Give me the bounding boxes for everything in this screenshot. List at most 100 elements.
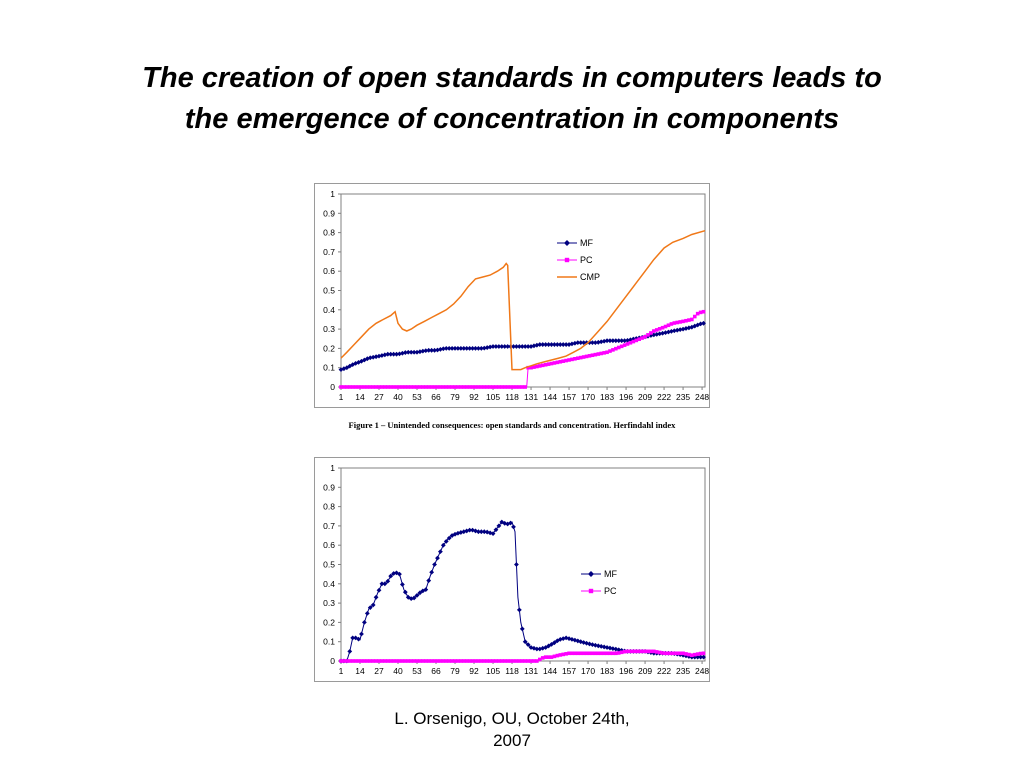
data-point-mf [435, 555, 440, 561]
slide-title-line-2: the emergence of concentration in compon… [184, 103, 840, 135]
data-point-pc [532, 365, 536, 369]
data-point-pc [619, 344, 624, 349]
data-point-mf [461, 346, 467, 351]
legend-marker-pc [564, 257, 570, 263]
data-point-pc [453, 385, 457, 389]
data-point-mf [432, 562, 437, 567]
y-tick-label: 0 [330, 656, 335, 666]
data-point-pc [400, 385, 405, 389]
data-point-mf [572, 637, 578, 643]
data-point-pc [497, 385, 501, 389]
data-point-pc [388, 659, 393, 663]
data-point-pc [520, 385, 525, 389]
data-point-pc [432, 385, 437, 389]
series-mf [338, 320, 706, 373]
data-point-mf [604, 338, 610, 344]
data-point-pc [698, 310, 703, 315]
data-point-pc [546, 362, 551, 366]
series-line-cmp [340, 229, 706, 371]
x-tick-label: 118 [505, 666, 519, 676]
data-point-pc [643, 335, 647, 339]
data-point-mf [590, 340, 595, 346]
data-point-mf [557, 342, 563, 347]
data-point-pc [666, 651, 671, 656]
data-point-pc [380, 385, 384, 389]
data-point-pc [347, 385, 352, 389]
data-point-pc [418, 659, 422, 663]
data-point-pc [350, 385, 355, 389]
x-tick-label: 131 [524, 666, 538, 676]
data-point-pc [464, 659, 469, 663]
data-point-pc [675, 320, 680, 325]
x-tick-label: 66 [431, 666, 441, 676]
data-point-mf [347, 363, 353, 369]
data-point-mf [405, 349, 411, 355]
data-point-pc [456, 385, 460, 389]
data-point-pc [356, 385, 361, 389]
legend-label-pc: PC [604, 586, 617, 596]
data-point-pc [438, 659, 443, 663]
series-line-pc [341, 311, 705, 388]
data-point-mf [531, 343, 537, 349]
data-point-pc [497, 659, 501, 663]
data-point-pc [669, 651, 674, 656]
series-pc [339, 309, 706, 389]
data-point-pc [461, 659, 466, 663]
data-point-mf [514, 562, 519, 567]
data-point-mf [581, 340, 587, 346]
legend: MF PC CMP [553, 232, 609, 289]
x-tick-label: 1 [339, 392, 344, 402]
data-point-mf [552, 640, 557, 646]
data-point-pc [555, 653, 560, 658]
data-point-mf [540, 645, 546, 651]
data-point-pc [540, 656, 545, 660]
data-point-mf [478, 346, 484, 351]
data-point-mf [467, 346, 473, 351]
data-point-pc [347, 659, 352, 663]
data-point-pc [345, 385, 349, 389]
data-point-pc [374, 385, 378, 389]
data-point-mf [388, 351, 394, 357]
series-line-mf [341, 521, 705, 662]
data-point-pc [494, 659, 498, 663]
data-point-pc [587, 651, 592, 656]
data-point-pc [403, 659, 408, 663]
data-point-pc [657, 650, 662, 655]
data-point-mf [619, 338, 625, 344]
data-point-pc [491, 385, 495, 389]
data-point-pc [660, 325, 665, 330]
data-point-pc [388, 385, 393, 389]
data-point-pc [508, 385, 513, 389]
legend-label-cmp: CMP [580, 272, 600, 282]
data-point-pc [678, 320, 682, 324]
data-point-pc [593, 352, 598, 357]
data-point-pc [608, 349, 612, 353]
data-point-pc [549, 361, 554, 366]
data-point-mf [496, 523, 502, 529]
x-tick-label: 14 [355, 666, 365, 676]
data-point-pc [654, 650, 659, 654]
data-point-pc [578, 651, 583, 656]
data-point-mf [528, 645, 534, 650]
data-point-pc [573, 356, 577, 361]
x-tick-label: 53 [412, 392, 422, 402]
data-point-mf [516, 607, 522, 613]
data-point-mf [452, 346, 458, 351]
data-point-pc [596, 352, 601, 356]
data-point-pc [441, 659, 446, 663]
legend-marker-pc [588, 588, 594, 594]
data-point-pc [584, 651, 589, 656]
data-point-pc [447, 659, 451, 663]
data-point-pc [564, 652, 568, 656]
data-point-pc [701, 309, 706, 314]
data-point-mf [461, 529, 467, 535]
data-point-pc [356, 659, 361, 663]
data-point-pc [631, 339, 636, 344]
data-point-mf [399, 582, 405, 587]
data-point-mf [651, 332, 657, 338]
x-tick-label: 27 [374, 392, 384, 402]
data-point-pc [365, 659, 370, 663]
data-point-pc [622, 649, 627, 654]
data-point-pc [383, 385, 387, 389]
y-tick-label: 0.1 [323, 637, 335, 647]
